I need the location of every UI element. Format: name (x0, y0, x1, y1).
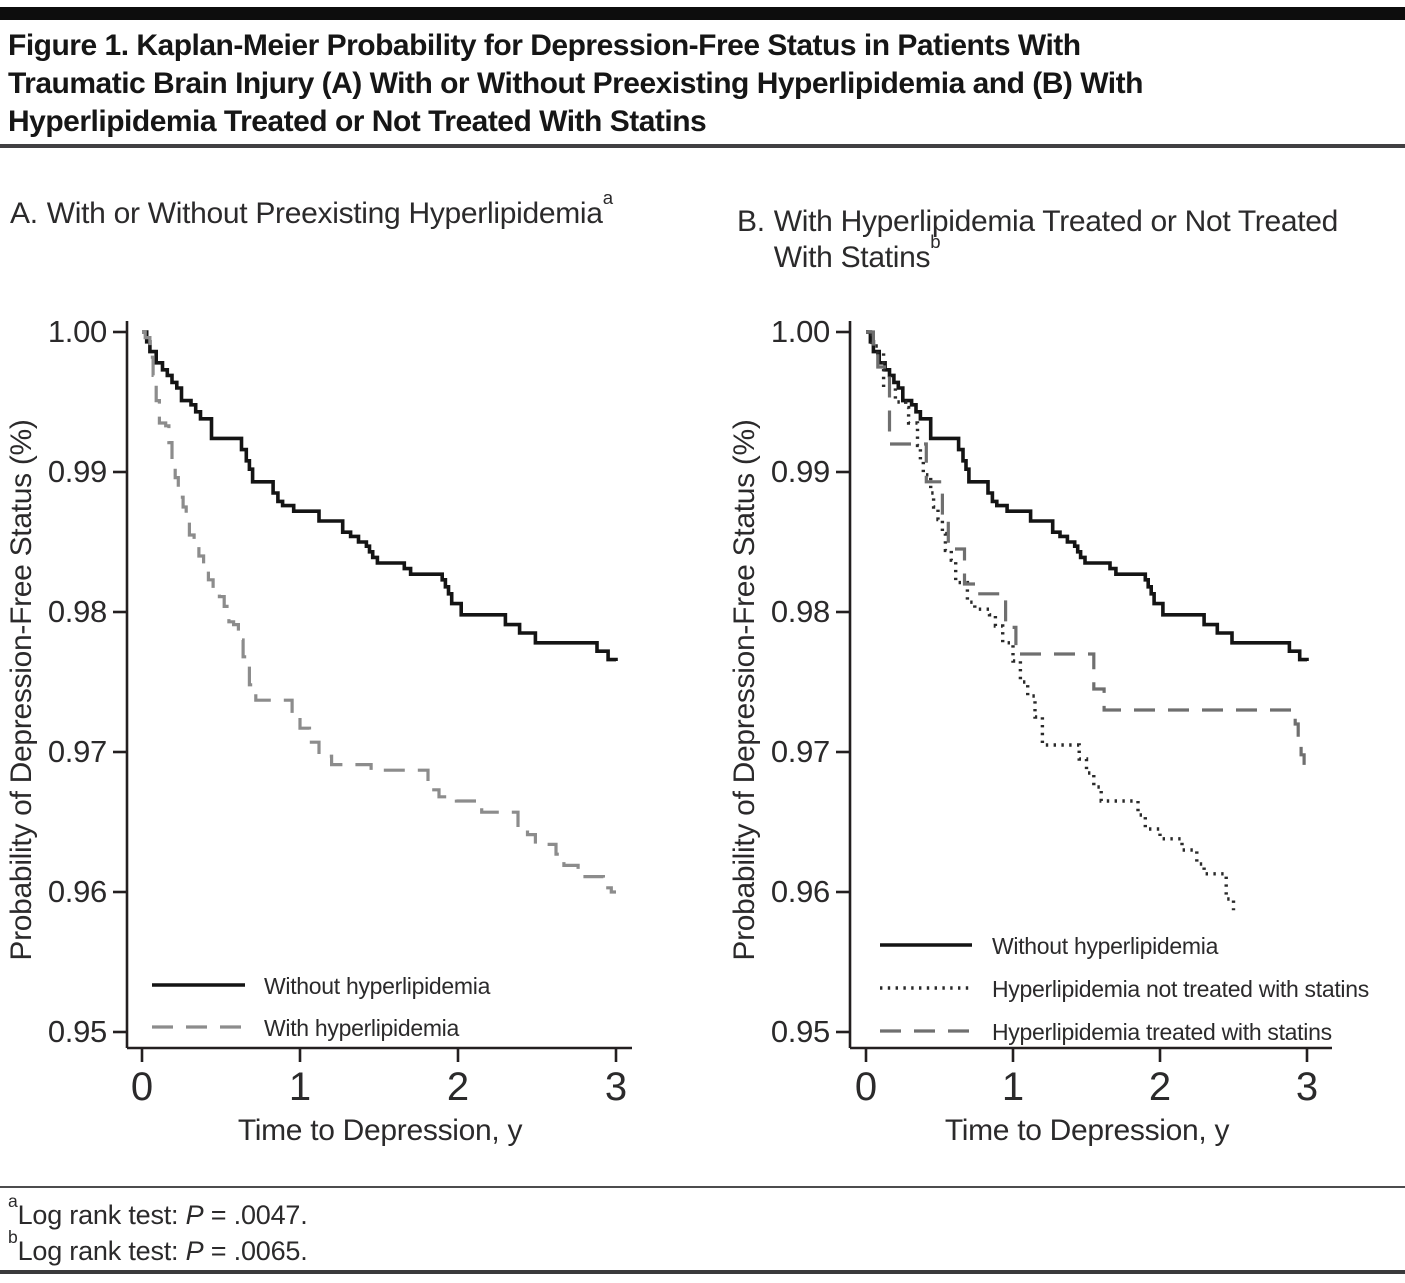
legend-label: Without hyperlipidemia (992, 933, 1219, 959)
series-curve-hyperlipidemia-treated-with-statins (866, 330, 1307, 768)
x-tick-label: 3 (1296, 1065, 1318, 1109)
panel-b-title-line1: With Hyperlipidemia Treated or Not Treat… (773, 205, 1339, 238)
series-curve-hyperlipidemia-not-treated-with-statins (866, 330, 1236, 911)
y-tick-label: 0.97 (771, 734, 830, 769)
y-tick-label: 0.96 (48, 874, 107, 909)
panel-a-title: A. With or Without Preexisting Hyperlipi… (10, 188, 613, 232)
figure-title-line-3: Hyperlipidemia Treated or Not Treated Wi… (8, 105, 707, 138)
legend-label: Without hyperlipidemia (264, 973, 491, 999)
x-tick-label: 2 (1149, 1065, 1171, 1109)
y-tick-label: 0.98 (48, 594, 107, 629)
y-tick-label: 0.99 (771, 454, 830, 489)
x-tick-label: 0 (855, 1065, 877, 1109)
y-tick-label: 0.97 (48, 734, 107, 769)
y-axis-title: Probability of Depression-Free Status (%… (728, 419, 761, 960)
top-rule (0, 7, 1405, 20)
legend-label: Hyperlipidemia treated with statins (992, 1019, 1332, 1045)
panel-b-title: B. With Hyperlipidemia Treated or Not Tr… (737, 204, 1338, 276)
panel-a-title-text: With or Without Preexisting Hyperlipidem… (46, 188, 613, 232)
legend-label: Hyperlipidemia not treated with statins (992, 976, 1369, 1002)
figure-title-line-1: Figure 1. Kaplan-Meier Probability for D… (8, 29, 1081, 62)
footnotes: aLog rank test: P = .0047. bLog rank tes… (8, 1190, 308, 1269)
y-tick-label: 0.95 (771, 1014, 830, 1049)
p-value-italic: P (185, 1236, 204, 1266)
x-tick-label: 0 (131, 1065, 153, 1109)
footnote-b: bLog rank test: P = .0065. (8, 1226, 308, 1266)
y-tick-label: 0.99 (48, 454, 107, 489)
bottom-rule (0, 1270, 1405, 1274)
figure-title-line-2: Traumatic Brain Injury (A) With or Witho… (8, 67, 1143, 100)
panel-a-title-line1: With or Without Preexisting Hyperlipidem… (46, 197, 603, 230)
km-panel-b: 1.00 0.99 0.98 0.97 0.96 0.95 0 1 2 3 Probability … (728, 314, 1369, 1147)
series-curve-with-hyperlipidemia (142, 330, 616, 894)
panel-a-footnote-marker: a (602, 186, 613, 208)
x-tick-label: 2 (447, 1065, 469, 1109)
legend-label: With hyperlipidemia (264, 1015, 459, 1041)
x-tick-label: 3 (605, 1065, 627, 1109)
panel-b-title-text: With Hyperlipidemia Treated or Not Treat… (773, 204, 1339, 276)
y-tick-label: 0.96 (771, 874, 830, 909)
p-value-italic: P (185, 1200, 204, 1230)
y-tick-label: 1.00 (771, 314, 830, 349)
figure-title: Figure 1. Kaplan-Meier Probability for D… (8, 27, 1143, 141)
footnote-top-rule (0, 1186, 1405, 1188)
x-tick-label: 1 (1002, 1065, 1024, 1109)
panel-b-footnote-marker: b (930, 230, 941, 252)
y-tick-label: 0.95 (48, 1014, 107, 1049)
series-curve-without-hyperlipidemia (142, 330, 618, 662)
footnote-a: aLog rank test: P = .0047. (8, 1190, 308, 1230)
panel-a-label: A. (10, 197, 38, 230)
x-axis-title: Time to Depression, y (945, 1114, 1230, 1147)
km-panel-a: 1.00 0.99 0.98 0.97 0.96 0.95 0 1 2 3 Probability … (5, 314, 632, 1147)
panel-b-label: B. (737, 205, 765, 238)
y-tick-label: 1.00 (48, 314, 107, 349)
series-curve-without-hyperlipidemia (866, 330, 1309, 662)
panel-b-title-line2: With Statins (773, 241, 931, 274)
x-axis-title: Time to Depression, y (238, 1114, 523, 1147)
title-bottom-rule (0, 144, 1405, 148)
x-tick-label: 1 (289, 1065, 311, 1109)
y-axis-title: Probability of Depression-Free Status (%… (5, 419, 38, 960)
y-tick-label: 0.98 (771, 594, 830, 629)
